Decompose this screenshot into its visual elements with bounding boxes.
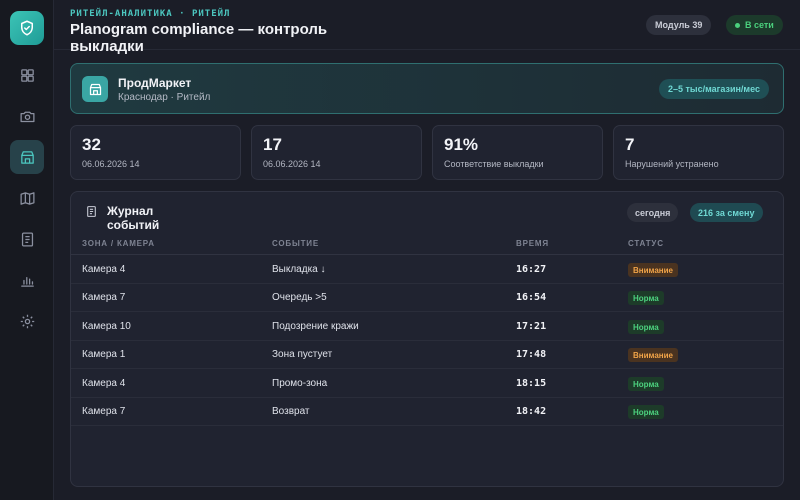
top-header: РИТЕЙЛ-АНАЛИТИКА · РИТЕЙЛ Planogram comp…: [54, 0, 800, 55]
sidebar-item-cameras[interactable]: [10, 99, 44, 133]
sidebar-item-settings[interactable]: [10, 304, 44, 338]
shift-count-badge: 216 за смену: [690, 203, 763, 222]
table-row[interactable]: Камера 7 Очередь >5 16:54 Норма: [71, 284, 783, 312]
table-row[interactable]: Камера 4 Промо-зона 18:15 Норма: [71, 370, 783, 398]
event-cell: Промо-зона: [272, 378, 328, 389]
zone-cell: Камера 1: [82, 349, 126, 360]
status-badge: Норма: [628, 405, 664, 419]
status-badge: Норма: [628, 291, 664, 305]
stat-label: Соответствие выкладки: [444, 159, 544, 169]
online-status-badge: В сети: [726, 15, 783, 35]
dashboard-icon: [20, 68, 34, 82]
status-badge: Внимание: [628, 348, 678, 362]
store-banner[interactable]: ПродМаркет Краснодар · Ритейл 2–5 тыс/ма…: [70, 63, 784, 114]
gear-icon: [20, 314, 34, 328]
module-label: Модуль 39: [655, 20, 703, 30]
stat-value: 7: [625, 135, 635, 154]
column-header-zone[interactable]: ЗОНА / КАМЕРА: [82, 239, 155, 248]
event-cell: Подозрение кражи: [272, 321, 359, 332]
column-header-status[interactable]: СТАТУС: [628, 239, 664, 248]
sidebar-item-dashboard[interactable]: [10, 58, 44, 92]
zone-cell: Камера 4: [82, 378, 126, 389]
stat-card: 91% Соответствие выкладки: [432, 125, 603, 180]
event-cell: Очередь >5: [272, 292, 327, 303]
online-label: В сети: [745, 20, 774, 30]
store-subtitle: Краснодар · Ритейл: [118, 92, 211, 103]
time-cell: 17:21: [516, 321, 547, 332]
camera-icon: [19, 111, 35, 122]
stat-value: 17: [263, 135, 282, 154]
status-dot-icon: [735, 22, 740, 28]
zone-cell: Камера 10: [82, 321, 131, 332]
status-badge: Норма: [628, 377, 664, 391]
pricing-badge: 2–5 тыс/магазин/мес: [658, 79, 769, 99]
app-logo[interactable]: [10, 11, 44, 45]
sidebar-item-reports[interactable]: [10, 222, 44, 256]
document-icon: [21, 231, 33, 247]
time-cell: 17:48: [516, 349, 547, 360]
stat-card: 17 06.06.2026 14: [251, 125, 422, 180]
time-cell: 16:54: [516, 292, 547, 303]
table-row[interactable]: Камера 1 Зона пустует 17:48 Внимание: [71, 341, 783, 369]
event-cell: Возврат: [272, 406, 310, 417]
zone-cell: Камера 4: [82, 264, 126, 275]
breadcrumb: РИТЕЙЛ-АНАЛИТИКА · РИТЕЙЛ: [70, 9, 231, 19]
map-icon: [19, 191, 35, 205]
time-cell: 16:27: [516, 264, 547, 275]
stat-label: 06.06.2026 14: [82, 159, 140, 169]
sidebar-item-store[interactable]: [10, 140, 44, 174]
event-journal-panel: Журнал событий сегодня 216 за смену ЗОНА…: [70, 191, 784, 487]
sidebar-item-map[interactable]: [10, 181, 44, 215]
zone-cell: Камера 7: [82, 406, 126, 417]
module-badge[interactable]: Модуль 39: [646, 15, 712, 35]
stat-label: Нарушений устранено: [625, 159, 719, 169]
sidebar: [0, 0, 54, 500]
document-icon: [87, 206, 96, 217]
page-title: Planogram compliance — контроль выкладки: [70, 21, 328, 55]
table-header: ЗОНА / КАМЕРА СОБЫТИЕ ВРЕМЯ СТАТУС: [71, 233, 783, 255]
time-cell: 18:15: [516, 378, 547, 389]
time-cell: 18:42: [516, 406, 547, 417]
column-header-time[interactable]: ВРЕМЯ: [516, 239, 549, 248]
stat-card: 7 Нарушений устранено: [613, 125, 784, 180]
stat-card: 32 06.06.2026 14: [70, 125, 241, 180]
store-badge-icon: [82, 76, 108, 102]
table-row[interactable]: Камера 4 Выкладка ↓ 16:27 Внимание: [71, 256, 783, 284]
shield-check-icon: [21, 20, 33, 36]
stat-value: 91%: [444, 135, 479, 154]
table-row[interactable]: Камера 10 Подозрение кражи 17:21 Норма: [71, 313, 783, 341]
status-badge: Норма: [628, 320, 664, 334]
filter-today-button[interactable]: сегодня: [627, 203, 679, 222]
store-icon: [89, 83, 101, 95]
column-header-event[interactable]: СОБЫТИЕ: [272, 239, 319, 248]
table-row[interactable]: Камера 7 Возврат 18:42 Норма: [71, 398, 783, 426]
event-cell: Выкладка ↓: [272, 264, 326, 275]
store-name: ПродМаркет: [118, 76, 192, 90]
event-cell: Зона пустует: [272, 349, 333, 360]
sidebar-item-analytics[interactable]: [10, 263, 44, 297]
panel-title: Журнал событий: [107, 204, 160, 232]
status-badge: Внимание: [628, 263, 678, 277]
chart-icon: [20, 276, 34, 287]
stat-label: 06.06.2026 14: [263, 159, 321, 169]
stat-value: 32: [82, 135, 101, 154]
zone-cell: Камера 7: [82, 292, 126, 303]
store-icon: [20, 150, 34, 164]
